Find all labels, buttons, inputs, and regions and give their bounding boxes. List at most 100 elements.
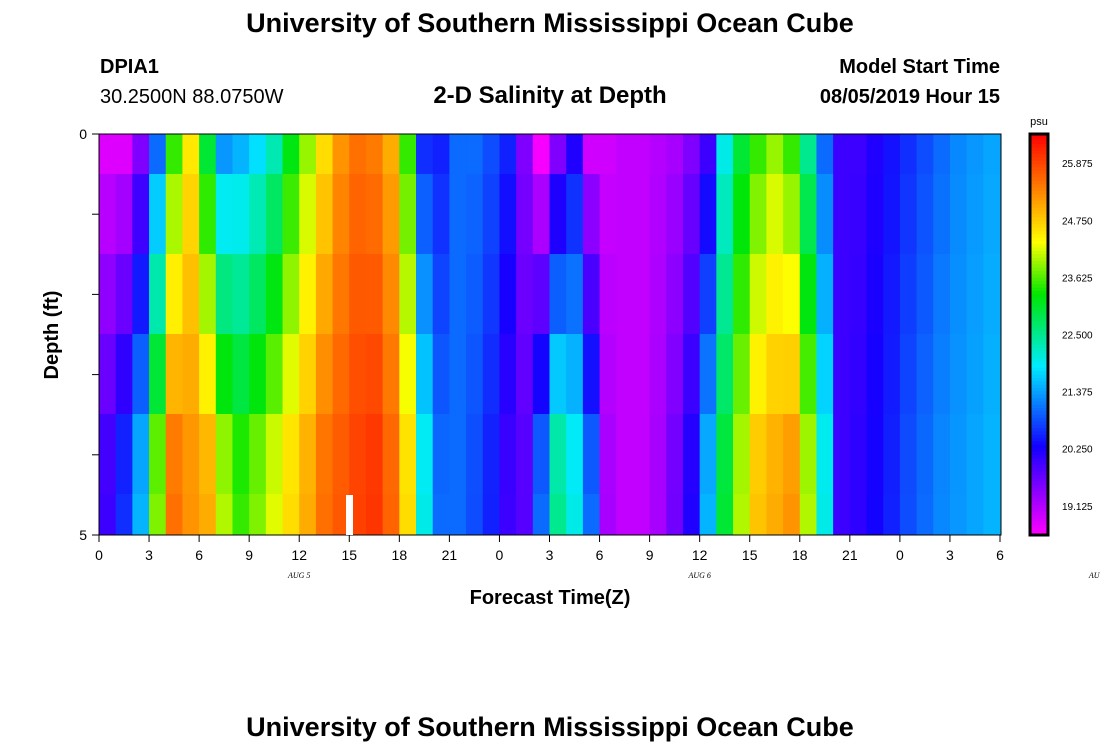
heatmap-cell (716, 254, 734, 334)
heatmap-cell (165, 494, 184, 535)
heatmap-cell (432, 174, 450, 254)
colorbar-swatch (1030, 297, 1048, 302)
heatmap-cell (566, 174, 584, 254)
heatmap-cell (716, 494, 734, 535)
colorbar-swatch (1030, 254, 1048, 259)
heatmap-cell (682, 414, 701, 494)
heatmap-cell (632, 334, 651, 414)
heatmap-cell (416, 134, 434, 174)
heatmap-cell (482, 414, 501, 494)
heatmap-cell (365, 494, 384, 535)
heatmap-cell (582, 174, 601, 254)
colorbar-swatch (1030, 428, 1048, 432)
heatmap-cell (899, 174, 918, 254)
heatmap-cell (482, 334, 501, 414)
heatmap-cell (849, 174, 868, 254)
heatmap-cell (616, 134, 634, 174)
heatmap-cell (549, 334, 567, 414)
colorbar-tick-label: 22.500 (1062, 331, 1093, 342)
heatmap-cell (466, 334, 484, 414)
colorbar-swatch (1030, 287, 1048, 292)
heatmap-cell (165, 334, 184, 414)
x-tick-label: 0 (95, 547, 103, 563)
colorbar-swatch (1030, 137, 1048, 142)
heatmap-cell (883, 414, 901, 494)
heatmap-cell (949, 494, 968, 535)
heatmap-cell (182, 334, 200, 414)
colorbar-swatch (1030, 247, 1048, 252)
heatmap-cell (282, 494, 300, 535)
colorbar-swatch (1030, 344, 1048, 349)
colorbar-swatch (1030, 140, 1048, 145)
heatmap-cell (666, 174, 684, 254)
colorbar-swatch (1030, 200, 1048, 205)
colorbar-swatch (1030, 327, 1048, 332)
colorbar-swatch (1030, 150, 1048, 155)
colorbar-swatch (1030, 448, 1048, 452)
heatmap-cell (399, 134, 417, 174)
heatmap-cell (949, 134, 968, 174)
heatmap-cell (466, 414, 484, 494)
x-tick-label: 12 (692, 547, 708, 563)
heatmap-cell (215, 254, 234, 334)
heatmap-cell (682, 254, 701, 334)
heatmap-cell (883, 174, 901, 254)
heatmap-cell (682, 494, 701, 535)
heatmap-cell (132, 174, 150, 254)
colorbar-tick-label: 25.875 (1062, 159, 1093, 170)
x-axis-label: Forecast Time(Z) (470, 587, 631, 609)
heatmap-cell (682, 134, 701, 174)
heatmap-cell (315, 174, 334, 254)
heatmap-cell (916, 134, 934, 174)
heatmap-cell (616, 494, 634, 535)
x-tick-label: 3 (946, 547, 954, 563)
heatmap-cell (833, 334, 851, 414)
colorbar-swatch (1030, 174, 1048, 178)
colorbar-swatch (1030, 441, 1048, 446)
heatmap-cell (549, 134, 567, 174)
data-gap-marker (346, 495, 353, 535)
heatmap-cell (349, 414, 367, 494)
heatmap-cell (699, 334, 717, 414)
heatmap-cell (249, 134, 267, 174)
heatmap-cell (616, 174, 634, 254)
heatmap-cell (899, 414, 918, 494)
heatmap-cell (883, 134, 901, 174)
y-tick-label: 0 (79, 126, 87, 142)
heatmap-cell (399, 414, 417, 494)
colorbar-swatch (1030, 508, 1048, 513)
heatmap-cell (949, 254, 968, 334)
heatmap-cell (816, 134, 834, 174)
heatmap-cell (699, 174, 717, 254)
heatmap-cell (966, 254, 984, 334)
x-tick-label: 21 (842, 547, 858, 563)
heatmap-cell (866, 174, 884, 254)
heatmap-cell (449, 254, 467, 334)
x-tick-label: 9 (245, 547, 253, 563)
heatmap-cell (215, 174, 234, 254)
heatmap-cell (265, 254, 284, 334)
heatmap-cell (532, 494, 551, 535)
colorbar-swatch (1030, 204, 1048, 209)
colorbar-swatch (1030, 421, 1048, 426)
colorbar-swatch (1030, 514, 1048, 519)
x-axis: 0 3 6 9 12 15 18 21 0 3 6 9 12 15 18 21 0 3 6 AUG 5 AUG 6 AUG… (95, 535, 1100, 580)
heatmap-cell (115, 494, 133, 535)
heatmap-cell (682, 174, 701, 254)
heatmap-cell (966, 494, 984, 535)
x-tick-label: 0 (496, 547, 504, 563)
heatmap-cell (416, 334, 434, 414)
heatmap-cell (115, 134, 133, 174)
heatmap-cell (449, 414, 467, 494)
colorbar-swatch (1030, 157, 1048, 162)
heatmap-cell (132, 134, 150, 174)
heatmap-cell (749, 334, 768, 414)
colorbar-swatch (1030, 244, 1048, 249)
heatmap-cell (632, 174, 651, 254)
heatmap-cell (783, 134, 801, 174)
heatmap-cell (582, 134, 601, 174)
heatmap-cells (99, 134, 1001, 535)
colorbar-swatch (1030, 361, 1048, 366)
heatmap-cell (232, 494, 250, 535)
heatmap-cell (883, 494, 901, 535)
